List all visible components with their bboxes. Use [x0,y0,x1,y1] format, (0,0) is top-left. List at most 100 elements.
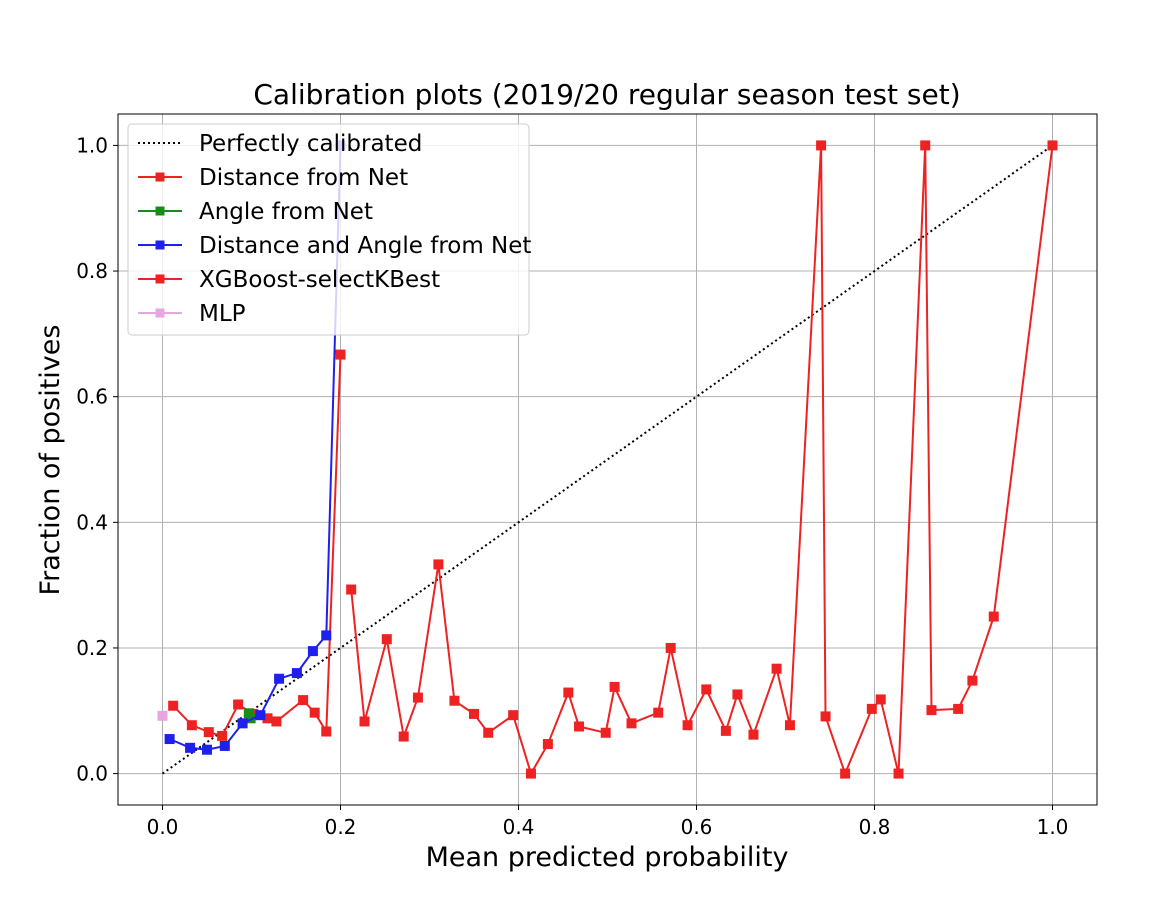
data-point [202,744,212,755]
data-point [298,695,309,706]
data-point [271,716,282,727]
data-point [274,673,285,684]
data-point [245,713,256,724]
series-angle-from-net [243,708,256,724]
x-tick-label: 0.2 [325,815,357,839]
data-point [771,663,782,674]
data-point [321,726,332,737]
x-axis-title: Mean predicted probability [426,842,789,873]
data-point [359,716,370,727]
data-point [653,707,664,718]
y-tick-label: 1.0 [76,133,108,157]
data-point [307,646,318,657]
data-point [346,584,357,595]
data-point [185,742,196,753]
legend-swatch-marker [155,172,165,182]
data-point [164,734,175,745]
data-point [186,720,197,731]
series-line [161,144,1054,775]
data-point [291,668,302,679]
data-point [875,694,886,705]
legend-box [127,123,530,336]
data-point [626,718,637,729]
data-point [525,768,536,779]
data-point [820,711,831,722]
data-point [816,140,827,151]
legend-swatch-marker [155,274,165,284]
legend-entry: Perfectly calibrated [138,131,422,157]
chart-title: Calibration plots (2019/20 regular seaso… [253,78,960,111]
tick-layer: 0.0 0.2 0.4 0.6 0.8 1.0 0.0 0.2 0.4 0.6 0.8 1.0 [76,133,1068,839]
data-point [243,708,254,719]
data-point [255,710,266,721]
data-point [732,689,743,700]
data-point [600,727,611,738]
y-tick-label: 0.8 [76,259,108,283]
data-point [262,713,273,724]
x-tick-label: 0.6 [681,815,713,839]
legend-swatch-marker [155,206,165,216]
data-point [920,140,931,151]
legend-label: XGBoost-selectKBest [199,267,440,293]
data-point [469,708,479,719]
y-tick-label: 0.4 [76,510,108,534]
data-point [157,710,168,721]
plot-frame [117,113,1098,806]
legend-entry: MLP [138,301,246,327]
legend-label: Perfectly calibrated [199,131,422,157]
data-point [321,630,332,641]
data-point [449,695,460,706]
data-point [233,699,244,710]
x-tick-label: 1.0 [1037,815,1069,839]
data-point [893,768,904,779]
data-point [967,675,978,686]
x-tick-label: 0.4 [503,815,535,839]
data-point [219,740,230,751]
data-point [720,725,731,736]
y-axis-title: Fraction of positives [35,325,66,596]
data-point [988,611,999,622]
data-point [682,720,693,731]
legend-label: MLP [199,301,246,327]
data-point [748,729,759,740]
data-point [433,559,444,570]
legend-entry: Distance and Angle from Net [138,233,531,259]
data-point [237,718,248,729]
legend: Perfectly calibrated Distance from Net Ang… [127,123,531,336]
legend-label: Distance and Angle from Net [199,233,531,259]
data-point [953,703,964,714]
data-point [926,705,937,716]
data-point [542,739,553,750]
data-point [309,707,320,718]
series-perfectly-calibrated [161,144,1054,775]
data-point [508,710,519,721]
data-point [217,730,228,741]
series-xgboost-selectkbest [346,140,1058,779]
legend-label: Angle from Net [199,199,373,225]
data-point [866,703,877,714]
data-point [609,681,620,692]
data-point [574,721,585,732]
legend-label: Distance from Net [199,165,408,191]
x-tick-label: 0.8 [859,815,891,839]
data-point [784,720,795,731]
y-tick-label: 0.0 [76,762,108,786]
data-point [168,700,179,711]
data-point [335,349,346,360]
y-tick-label: 0.6 [76,385,108,409]
data-point [701,684,712,695]
legend-swatch-marker [155,308,165,318]
data-point [381,634,392,645]
data-point [412,692,423,703]
data-point [483,727,494,738]
x-tick-label: 0.0 [147,815,179,839]
data-point [563,687,574,698]
y-tick-label: 0.2 [76,636,108,660]
series-layer [157,140,1058,779]
legend-entry: XGBoost-selectKBest [138,267,440,293]
legend-entry: Angle from Net [138,199,373,225]
data-point [1047,140,1058,151]
legend-entry: Distance from Net [138,165,408,191]
